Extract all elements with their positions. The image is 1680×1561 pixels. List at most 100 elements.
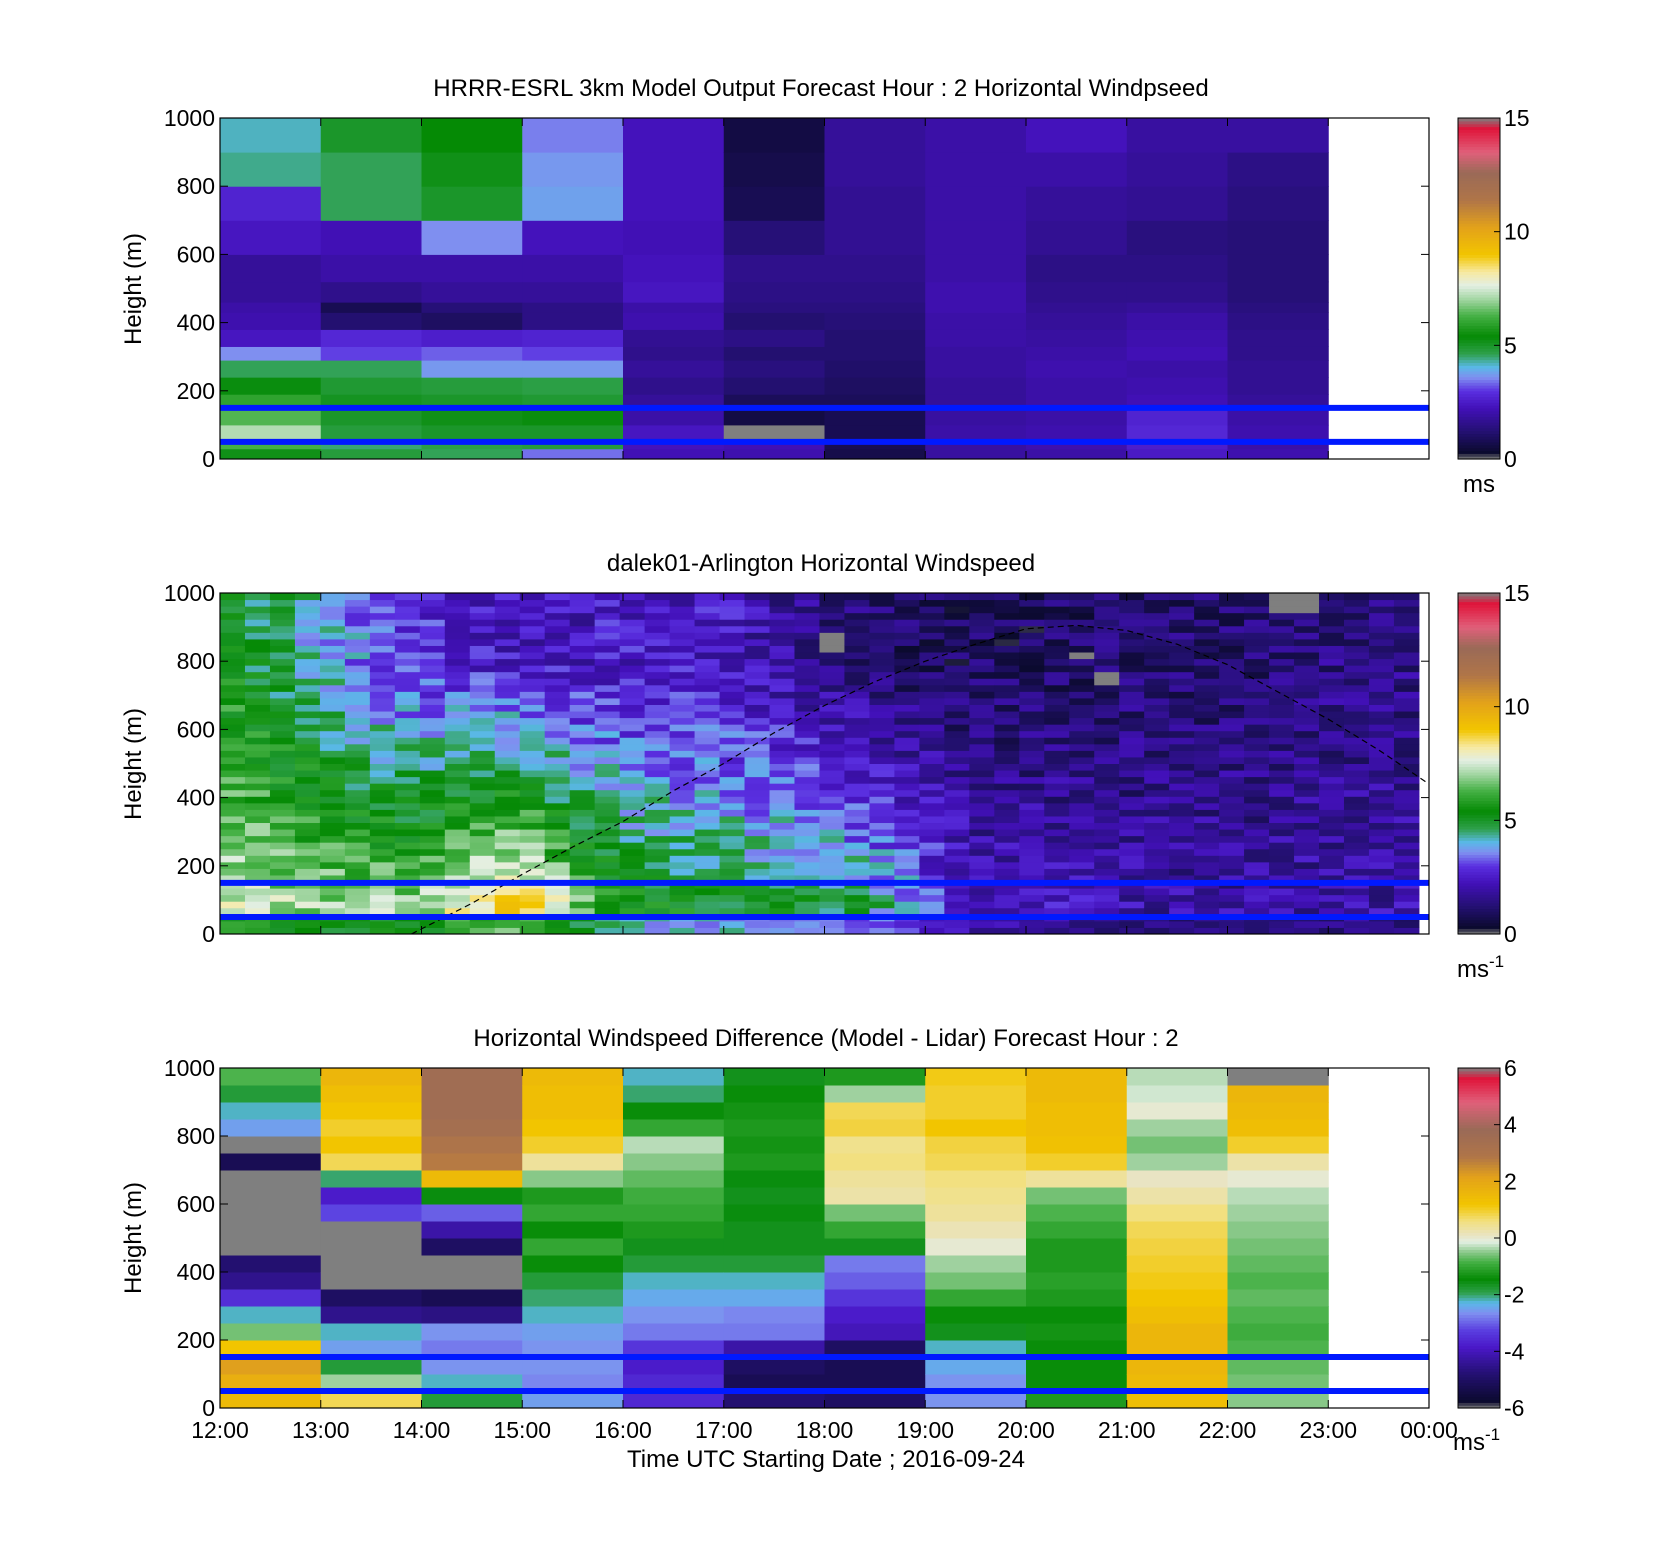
colorbar-segment: [1458, 1331, 1500, 1335]
colorbar-segment: [1458, 211, 1500, 216]
heatmap-cell: [1244, 920, 1270, 928]
heatmap-cell: [719, 606, 746, 614]
heatmap-cell: [244, 815, 271, 824]
heatmap-cell: [819, 868, 845, 876]
heatmap-cell: [919, 756, 945, 764]
heatmap-cell: [394, 665, 421, 673]
heatmap-cell: [519, 927, 546, 935]
heatmap-cell: [244, 599, 271, 607]
heatmap-cell: [919, 593, 945, 601]
heatmap-cell: [1343, 704, 1370, 712]
colorbar-segment: [1458, 1289, 1500, 1293]
colorbar-segment: [1458, 1198, 1500, 1202]
heatmap-cell: [594, 665, 621, 673]
heatmap-cell: [623, 1170, 725, 1188]
heatmap-cell: [319, 842, 346, 850]
heatmap-cell: [1069, 737, 1095, 745]
heatmap-cell: [619, 678, 646, 686]
colorbar-segment: [1458, 208, 1500, 213]
heatmap-cell: [569, 743, 596, 751]
heatmap-cell: [319, 829, 346, 837]
heatmap-cell: [744, 711, 771, 719]
heatmap-cell: [824, 1238, 926, 1256]
heatmap-cell: [1094, 691, 1120, 699]
heatmap-cell: [419, 789, 446, 797]
heatmap-cell: [623, 1289, 725, 1307]
colorbar-segment: [1458, 262, 1500, 267]
heatmap-cell: [619, 783, 646, 791]
heatmap-cell: [644, 888, 671, 896]
heatmap-cell: [944, 802, 970, 810]
heatmap-cell: [969, 763, 995, 771]
heatmap-cell: [522, 1153, 624, 1171]
heatmap-cell: [1044, 717, 1070, 725]
heatmap-cell: [244, 691, 271, 699]
heatmap-cell: [1094, 684, 1120, 692]
heatmap-cell: [844, 697, 870, 705]
heatmap-cell: [794, 743, 820, 751]
heatmap-cell: [319, 855, 346, 863]
heatmap-cell: [1244, 776, 1270, 784]
heatmap-cell: [719, 776, 746, 784]
heatmap-cell: [269, 619, 296, 627]
colorbar-segment: [1458, 925, 1500, 929]
colorbar-segment: [1458, 1172, 1500, 1177]
heatmap-cell: [824, 1102, 926, 1120]
heatmap-cell: [944, 684, 970, 692]
heatmap-cell: [1319, 691, 1345, 699]
heatmap-cell: [220, 684, 246, 692]
heatmap-cell: [994, 665, 1020, 673]
heatmap-cell: [1169, 599, 1195, 607]
heatmap-cell: [1019, 835, 1045, 843]
heatmap-cell: [819, 652, 845, 660]
heatmap-cell: [819, 861, 845, 869]
colorbar-tick-label: 0: [1504, 921, 1517, 947]
heatmap-cell: [994, 678, 1020, 686]
heatmap-cell: [220, 377, 322, 395]
colorbar-segment: [1458, 302, 1500, 307]
heatmap-cell: [269, 901, 296, 909]
heatmap-cell: [969, 658, 995, 666]
heatmap-cell: [294, 815, 321, 824]
ytick-label: 200: [177, 1327, 215, 1353]
heatmap-cell: [469, 861, 496, 869]
heatmap-cell: [419, 888, 446, 896]
heatmap-cell: [344, 763, 371, 771]
heatmap-cell: [894, 652, 920, 660]
colorbar-tick-label: 5: [1504, 332, 1517, 358]
heatmap-cell: [294, 724, 321, 732]
colorbar-segment: [1458, 294, 1500, 298]
heatmap-cell: [919, 645, 945, 653]
colorbar-tick-label: -2: [1504, 1282, 1524, 1308]
heatmap-cell: [1227, 1068, 1329, 1086]
heatmap-cell: [925, 1153, 1027, 1171]
heatmap-cell: [944, 638, 970, 646]
colorbar-tick-label: 6: [1504, 1055, 1517, 1081]
heatmap-cell: [623, 1391, 725, 1409]
colorbar-segment: [1458, 598, 1500, 603]
heatmap-cell: [1227, 407, 1329, 426]
heatmap-cell: [369, 606, 396, 614]
heatmap-cell: [394, 671, 421, 679]
heatmap-cell: [1194, 848, 1220, 856]
heatmap-cell: [419, 606, 446, 614]
heatmap-cell: [494, 724, 521, 732]
heatmap-cell: [744, 704, 771, 712]
heatmap-cell: [944, 737, 970, 745]
heatmap-cell: [723, 1272, 825, 1290]
heatmap-cell: [1294, 829, 1320, 837]
heatmap-cell: [269, 737, 296, 745]
heatmap-cell: [294, 874, 321, 883]
heatmap-cell: [744, 835, 771, 843]
heatmap-cell: [1094, 888, 1120, 896]
heatmap-cell: [1169, 593, 1195, 601]
colorbar-segment: [1458, 1138, 1500, 1143]
heatmap-cell: [1169, 770, 1195, 778]
heatmap-cell: [1393, 789, 1420, 797]
panel-difference-reference-lines: [220, 1354, 1429, 1394]
heatmap-cell: [1368, 704, 1395, 712]
heatmap-cell: [623, 118, 725, 153]
colorbar-segment: [1458, 698, 1500, 702]
heatmap-cell: [819, 835, 845, 843]
heatmap-cell: [769, 671, 795, 679]
